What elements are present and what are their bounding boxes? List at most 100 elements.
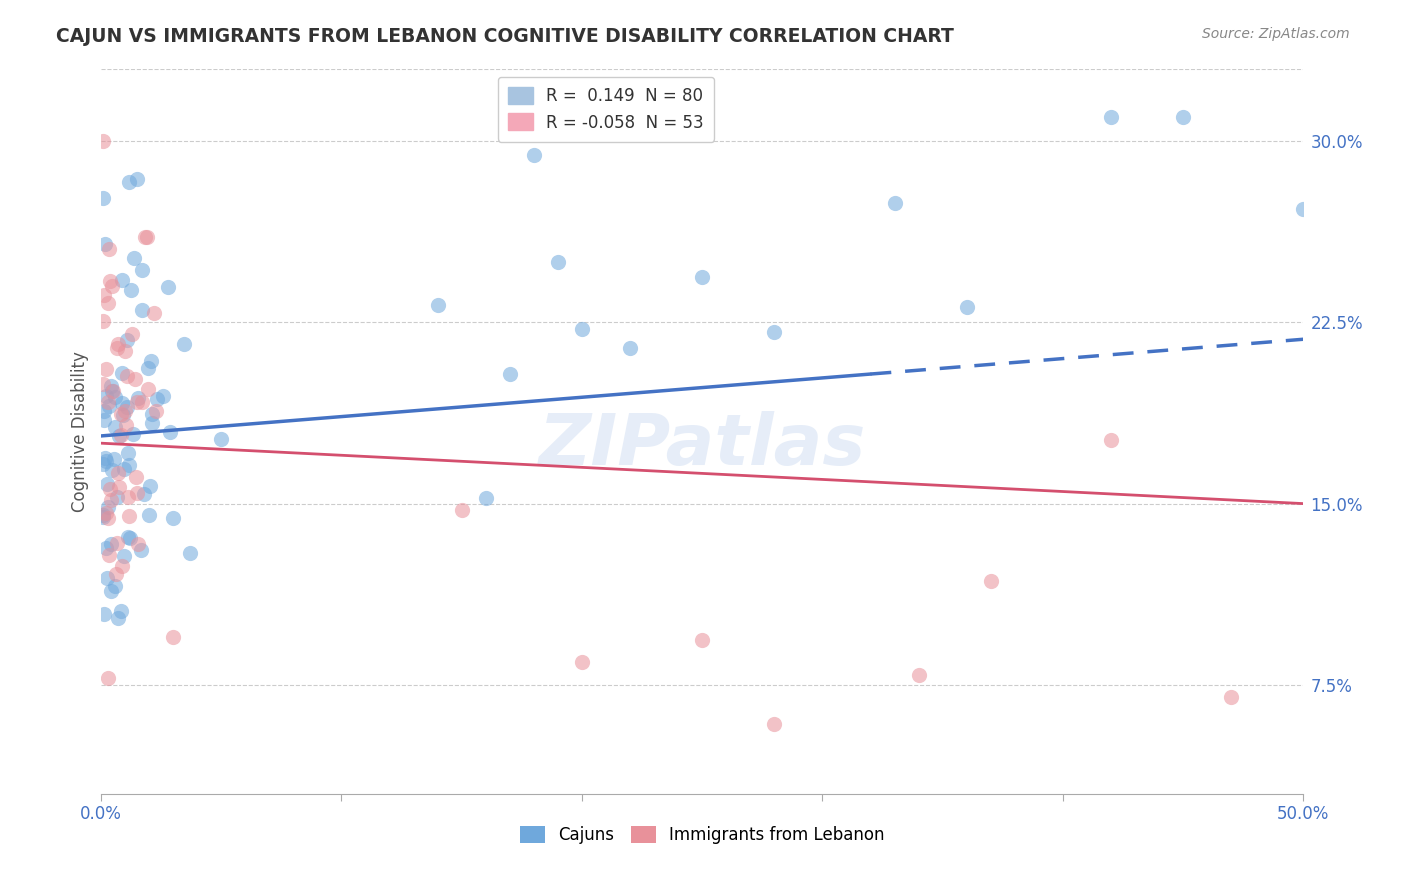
Point (1292, 202, 1315, 216)
Point (125, 470, 148, 484)
Point (115, 418, 138, 433)
Point (93, 412, 115, 426)
Point (96, 362, 118, 376)
Point (131, 302, 153, 317)
Point (93, 457, 115, 471)
Point (100, 379, 122, 393)
Point (122, 426, 145, 441)
Point (127, 537, 149, 551)
Point (93, 192, 115, 206)
Point (115, 333, 138, 347)
Point (124, 252, 146, 266)
Point (1099, 110, 1122, 124)
Point (139, 354, 162, 368)
Point (114, 343, 136, 358)
Point (110, 604, 132, 618)
Point (547, 255, 569, 269)
Point (474, 491, 496, 505)
Point (107, 337, 129, 351)
Point (179, 546, 201, 560)
Point (93, 376, 115, 391)
Point (118, 175, 141, 189)
Point (139, 479, 162, 493)
Point (763, 325, 786, 339)
Point (100, 537, 122, 551)
Point (93, 134, 115, 148)
Point (1099, 433, 1122, 447)
Point (152, 388, 174, 402)
Point (98, 274, 121, 288)
Point (94, 506, 117, 520)
Point (96, 541, 118, 555)
Text: ZIPatlas: ZIPatlas (538, 411, 866, 480)
Point (112, 549, 135, 564)
Point (136, 360, 159, 375)
Point (98, 399, 121, 413)
Point (97, 549, 120, 563)
Point (107, 480, 129, 494)
Point (127, 392, 149, 406)
Point (162, 510, 184, 524)
Point (101, 384, 124, 398)
Point (111, 558, 134, 573)
Point (93, 508, 115, 522)
Point (571, 656, 593, 670)
Point (124, 371, 146, 385)
Point (101, 463, 124, 477)
Point (690, 269, 713, 284)
Point (101, 279, 124, 293)
Point (883, 195, 905, 210)
Point (121, 327, 143, 342)
Point (571, 322, 593, 336)
Point (103, 452, 125, 467)
Text: Source: ZipAtlas.com: Source: ZipAtlas.com (1202, 27, 1350, 41)
Point (209, 433, 232, 447)
Point (107, 428, 129, 442)
Point (619, 341, 641, 355)
Point (595, 114, 617, 128)
Point (97, 295, 120, 310)
Point (111, 366, 134, 380)
Point (118, 509, 141, 524)
Point (100, 583, 122, 598)
Point (100, 493, 122, 508)
Point (112, 408, 135, 422)
Point (96, 389, 118, 403)
Point (107, 611, 129, 625)
Point (93, 288, 115, 302)
Point (110, 407, 132, 421)
Point (117, 446, 139, 460)
Point (125, 395, 148, 409)
Point (523, 148, 546, 162)
Point (956, 300, 979, 314)
Point (134, 230, 156, 244)
Point (97, 511, 120, 525)
Point (117, 531, 139, 545)
Point (97, 500, 120, 515)
Point (118, 458, 141, 472)
Point (114, 404, 136, 418)
Point (94, 453, 117, 467)
Point (132, 486, 155, 500)
Point (98, 482, 121, 496)
Point (426, 298, 449, 312)
Point (105, 341, 128, 355)
Point (159, 425, 181, 440)
Point (112, 462, 135, 476)
Point (96, 571, 118, 585)
Text: CAJUN VS IMMIGRANTS FROM LEBANON COGNITIVE DISABILITY CORRELATION CHART: CAJUN VS IMMIGRANTS FROM LEBANON COGNITI… (56, 27, 955, 45)
Point (104, 566, 127, 581)
Point (145, 404, 167, 418)
Point (131, 394, 153, 409)
Point (96, 476, 118, 491)
Point (1220, 690, 1243, 705)
Point (120, 283, 142, 297)
Point (117, 400, 139, 414)
Point (980, 574, 1002, 589)
Point (131, 262, 153, 277)
Point (101, 384, 124, 399)
Point (141, 416, 163, 430)
Point (93, 510, 115, 524)
Point (104, 420, 127, 434)
Point (143, 306, 166, 320)
